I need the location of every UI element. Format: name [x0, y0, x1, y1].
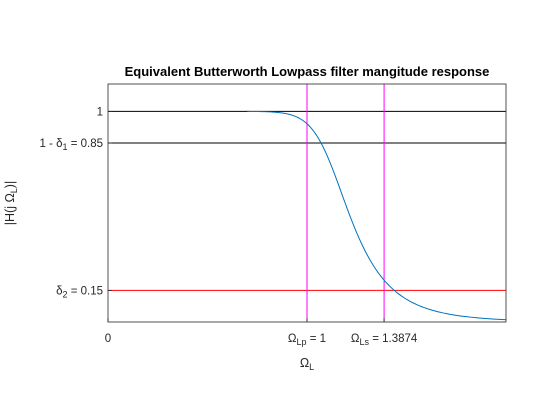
- series-layer: [247, 110, 507, 321]
- y-tick-label-1: 1 - δ1 = 0.85: [39, 138, 103, 152]
- y-tick-label-2: δ2 = 0.15: [56, 285, 103, 299]
- x-tick-labels: 0 ΩLp = 1 ΩLs = 1.3874: [105, 318, 418, 347]
- x-tick-label-1: ΩLp = 1: [288, 333, 326, 347]
- x-tick-label-0: 0: [105, 333, 111, 345]
- series-line-0: [247, 110, 507, 321]
- y-axis-label: |H(j ΩL)|: [3, 181, 19, 225]
- x-axis-label: ΩL: [300, 356, 314, 372]
- chart-title: Equivalent Butterworth Lowpass filter ma…: [125, 64, 490, 79]
- y-tick-labels: 1 1 - δ1 = 0.85 δ2 = 0.15: [39, 106, 112, 299]
- y-tick-label-0: 1: [97, 106, 103, 118]
- x-tick-label-2: ΩLs = 1.3874: [351, 333, 418, 347]
